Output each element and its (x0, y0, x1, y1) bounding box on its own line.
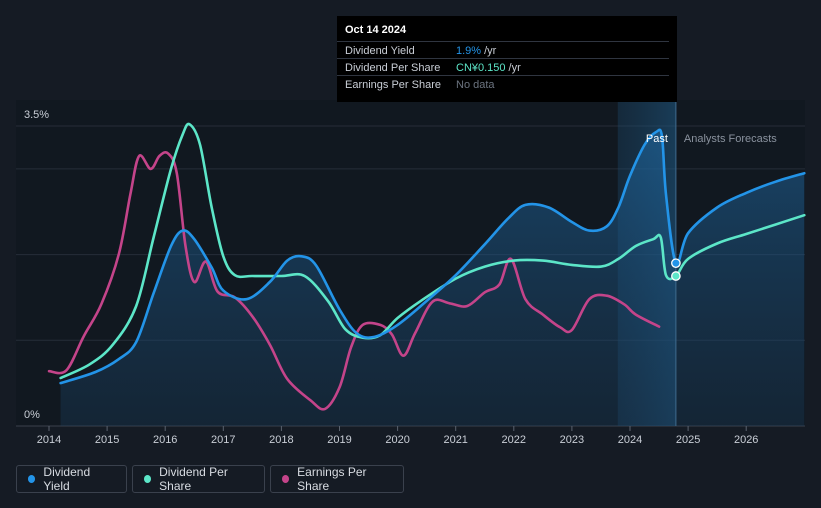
tooltip-value-number: CN¥0.150 (456, 62, 506, 74)
x-tick-label: 2019 (327, 434, 351, 446)
x-tick-label: 2016 (153, 434, 177, 446)
past-label: Past (646, 133, 668, 145)
x-tick-label: 2021 (443, 434, 467, 446)
tooltip-label: Dividend Per Share (345, 62, 441, 74)
legend-dividend-per-share[interactable]: Dividend Per Share (132, 465, 265, 493)
x-tick-label: 2022 (502, 434, 526, 446)
legend-label: Earnings Per Share (297, 465, 367, 493)
tooltip-value-number: No data (456, 79, 495, 91)
y-tick-label: 0% (24, 409, 40, 421)
legend-label: Dividend Yield (43, 465, 91, 493)
legend-label: Dividend Per Share (159, 465, 228, 493)
x-tick-label: 2018 (269, 434, 293, 446)
x-tick-label: 2020 (385, 434, 409, 446)
marker-dividend-yield[interactable] (671, 258, 681, 269)
tooltip-value: No data (456, 79, 498, 91)
tooltip-unit: /yr (484, 45, 497, 57)
x-tick-label: 2015 (95, 434, 119, 446)
x-tick-label: 2023 (560, 434, 584, 446)
series-line-dividend-per-share (59, 122, 806, 380)
legend-dividend-yield[interactable]: Dividend Yield (16, 465, 127, 493)
tooltip: Oct 14 2024 Dividend Yield 1.9%/yr Divid… (337, 16, 677, 102)
dividend-yield-dot-icon (28, 475, 36, 483)
tooltip-row-dividend-per-share: Dividend Per Share CN¥0.150/yr (337, 58, 669, 76)
tooltip-row-earnings-per-share: Earnings Per Share No data (337, 75, 669, 93)
x-tick-label: 2025 (676, 434, 700, 446)
tooltip-value: 1.9%/yr (456, 45, 496, 57)
tooltip-unit: /yr (508, 62, 521, 74)
y-tick-label: 3.5% (24, 109, 49, 121)
x-tick-label: 2017 (211, 434, 235, 446)
x-tick-label: 2024 (618, 434, 642, 446)
series-line-dividend-yield (59, 128, 806, 385)
tooltip-row-dividend-yield: Dividend Yield 1.9%/yr (337, 41, 669, 59)
x-tick-label: 2014 (37, 434, 61, 446)
dividend-yield-area (60, 129, 805, 426)
analysts-forecasts-label: Analysts Forecasts (684, 133, 777, 145)
tooltip-date: Oct 14 2024 (345, 24, 407, 36)
series-line-earnings-per-share (47, 151, 661, 411)
x-tick-label: 2026 (734, 434, 758, 446)
dividend-per-share-dot-icon (144, 475, 152, 483)
legend-earnings-per-share[interactable]: Earnings Per Share (270, 465, 404, 493)
earnings-per-share-dot-icon (282, 475, 290, 483)
tooltip-label: Dividend Yield (345, 45, 415, 57)
tooltip-value-number: 1.9% (456, 45, 482, 57)
tooltip-label: Earnings Per Share (345, 79, 441, 91)
tooltip-value: CN¥0.150/yr (456, 62, 521, 74)
marker-dividend-per-share[interactable] (671, 271, 681, 281)
